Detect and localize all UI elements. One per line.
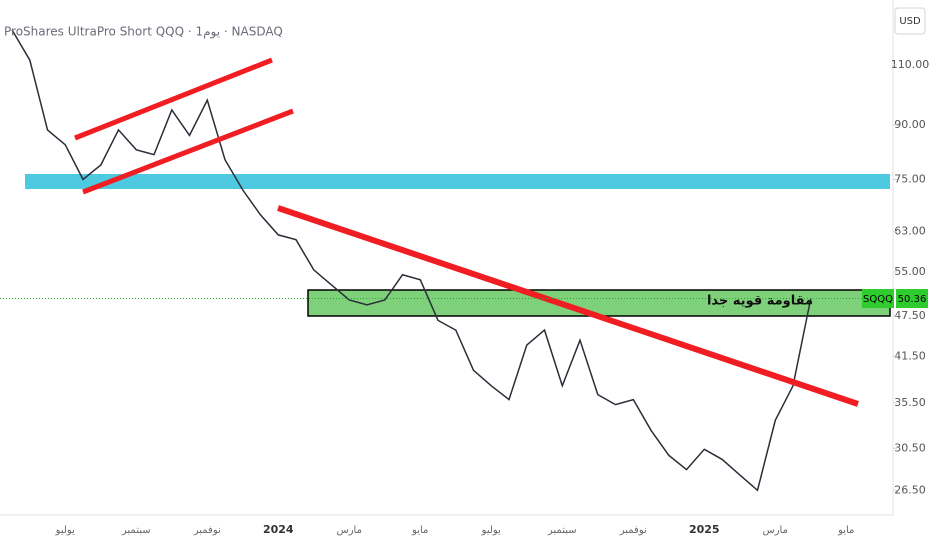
x-tick-label: 2024 (263, 523, 294, 536)
y-tick-label: 30.50 (894, 441, 926, 454)
price-layer (11, 29, 812, 492)
x-tick-label: مايو (411, 525, 428, 536)
x-tick-label: مارس (337, 525, 362, 536)
y-tick-label: 47.50 (894, 309, 926, 322)
symbol-label-bg (862, 289, 894, 308)
chart-title: ProShares UltraPro Short QQQ · 1يوم · NA… (4, 25, 283, 40)
y-tick-label: 35.50 (894, 396, 926, 409)
currency: USD (899, 16, 921, 27)
y-tick-label: 55.00 (894, 265, 926, 278)
y-tick-label: 26.50 (894, 483, 926, 496)
price-label-bg (896, 289, 928, 308)
y-tick-label: 110.00 (891, 58, 930, 71)
x-tick-label: 2025 (689, 523, 720, 536)
annotation: مقاومة قويه جدا (707, 294, 813, 309)
y-tick-label: 75.00 (894, 172, 926, 185)
price-label: 50.36 (898, 294, 927, 305)
channel-top (74, 57, 273, 141)
x-tick-label: يوليو (481, 525, 501, 536)
price-line (11, 29, 812, 492)
symbol-label: SQQQ (863, 294, 893, 305)
x-tick-label: سبتمبر (547, 525, 577, 536)
support-zone (25, 174, 890, 189)
x-tick-label: يوليو (55, 525, 75, 536)
channel-bottom (82, 108, 294, 195)
y-tick-label: 90.00 (894, 118, 926, 131)
x-tick-label: نوفمبر (619, 525, 647, 536)
x-tick-label: سبتمبر (121, 525, 151, 536)
y-tick-label: 63.00 (894, 225, 926, 238)
trend-line (277, 205, 859, 407)
x-tick-label: مايو (837, 525, 854, 536)
x-tick-label: نوفمبر (193, 525, 221, 536)
currency-box[interactable] (894, 7, 926, 35)
x-tick-label: مارس (763, 525, 788, 536)
y-tick-label: 41.50 (894, 349, 926, 362)
